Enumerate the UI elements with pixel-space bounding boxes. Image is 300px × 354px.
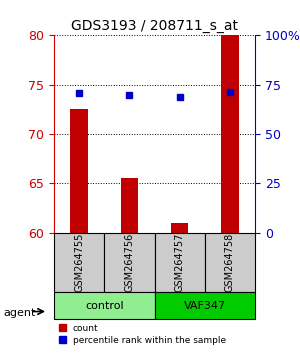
Text: GSM264758: GSM264758: [225, 233, 235, 292]
Text: agent: agent: [3, 308, 35, 318]
Text: GSM264757: GSM264757: [175, 233, 184, 292]
FancyBboxPatch shape: [154, 292, 255, 319]
Text: VAF347: VAF347: [184, 301, 226, 310]
FancyBboxPatch shape: [205, 233, 255, 292]
FancyBboxPatch shape: [154, 233, 205, 292]
Bar: [171, 223, 188, 233]
Text: GSM264755: GSM264755: [74, 233, 84, 292]
FancyBboxPatch shape: [54, 292, 154, 319]
Bar: [70, 109, 88, 233]
Title: GDS3193 / 208711_s_at: GDS3193 / 208711_s_at: [71, 19, 238, 33]
FancyBboxPatch shape: [54, 233, 104, 292]
FancyBboxPatch shape: [104, 233, 154, 292]
Bar: [221, 35, 239, 233]
Text: control: control: [85, 301, 124, 310]
Legend: count, percentile rank within the sample: count, percentile rank within the sample: [58, 324, 226, 344]
Bar: [121, 178, 138, 233]
Text: GSM264756: GSM264756: [124, 233, 134, 292]
